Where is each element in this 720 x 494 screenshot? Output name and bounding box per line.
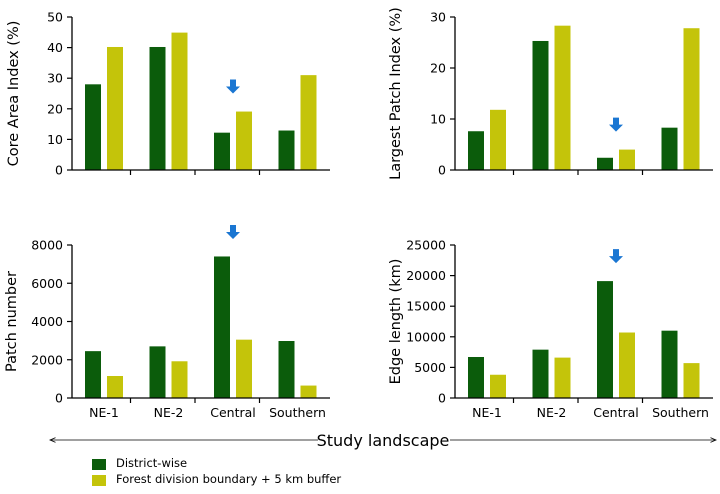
bar-central-district — [214, 256, 230, 398]
bar-central-district — [597, 281, 613, 398]
x-tick-label-southern: Southern — [652, 405, 709, 420]
y-tick-label: 0 — [55, 163, 63, 178]
y-axis-label: Largest Patch Index (%) — [388, 7, 404, 180]
bar-southern-district — [661, 127, 678, 170]
bar-central-buffer — [236, 339, 252, 398]
bar-ne-1-district — [85, 351, 101, 398]
y-tick-label: 20 — [430, 61, 446, 76]
study-landscape-label: Study landscape — [317, 431, 450, 450]
y-tick-label: 30 — [430, 10, 446, 25]
y-tick-label: 2000 — [31, 352, 63, 367]
y-tick-label: 30 — [47, 71, 63, 86]
bar-ne-1-district — [468, 131, 484, 170]
chart-panel-3: NE-1 NE-2 Central Southern 0 2000 4000 6000 8000… — [4, 225, 330, 420]
chart-panel-2: 0 10 20 30 Largest Patch Index (%) — [388, 7, 713, 180]
y-tick-label: 6000 — [31, 276, 63, 291]
legend-label-buffer: Forest division boundary + 5 km buffer — [116, 472, 342, 486]
y-axis-label: Patch number — [4, 271, 20, 372]
bar-central-buffer — [619, 332, 635, 398]
x-tick-label-ne-2: NE-2 — [537, 405, 567, 420]
y-tick-label: 20 — [47, 101, 63, 116]
bar-ne-2-buffer — [171, 32, 188, 170]
x-tick-label-central: Central — [210, 405, 256, 420]
bar-central-buffer — [619, 149, 635, 170]
bar-ne-1-buffer — [490, 109, 506, 170]
bar-ne-1-district — [85, 84, 101, 170]
bar-ne-1-district — [468, 356, 484, 398]
bar-ne-2-buffer — [554, 25, 571, 171]
y-tick-label: 50 — [47, 10, 63, 25]
y-tick-label: 25000 — [406, 238, 446, 253]
y-tick-label: 20000 — [406, 268, 446, 283]
y-tick-label: 0 — [55, 391, 63, 406]
bar-central-buffer — [236, 111, 252, 170]
x-tick-label-central: Central — [593, 405, 639, 420]
y-tick-label: 4000 — [31, 314, 63, 329]
bar-ne-2-buffer — [554, 357, 571, 398]
highlight-arrow-icon — [226, 225, 240, 239]
y-tick-label: 10 — [47, 132, 63, 147]
bar-central-district — [214, 132, 230, 170]
legend-label-district: District-wise — [116, 456, 188, 470]
bar-southern-buffer — [300, 75, 317, 170]
y-tick-label: 5000 — [414, 360, 446, 375]
bar-ne-2-district — [149, 46, 166, 170]
y-tick-label: 8000 — [31, 238, 63, 253]
y-tick-label: 10000 — [406, 329, 446, 344]
y-tick-label: 0 — [438, 391, 446, 406]
highlight-arrow-icon — [609, 249, 623, 264]
bar-ne-2-district — [532, 40, 549, 170]
bar-southern-district — [278, 130, 295, 170]
x-tick-label-ne-1: NE-1 — [89, 405, 119, 420]
highlight-arrow-icon — [609, 117, 623, 132]
bar-southern-district — [661, 330, 678, 398]
y-axis-label: Edge length (km) — [388, 259, 404, 385]
bar-southern-buffer — [300, 385, 317, 398]
bar-ne-2-district — [149, 346, 166, 398]
x-tick-label-ne-1: NE-1 — [472, 405, 502, 420]
y-tick-label: 40 — [47, 40, 63, 55]
y-tick-label: 15000 — [406, 299, 446, 314]
bar-ne-1-buffer — [490, 374, 506, 398]
bar-ne-2-buffer — [171, 361, 188, 398]
legend-swatch-buffer — [92, 475, 106, 486]
bar-central-district — [597, 157, 613, 170]
y-tick-label: 10 — [430, 112, 446, 127]
bar-southern-district — [278, 341, 295, 398]
bar-ne-1-buffer — [107, 376, 123, 398]
chart-panel-4: NE-1 NE-2 Central Southern 0 5000 10000 15000 20… — [388, 238, 713, 420]
x-tick-label-southern: Southern — [269, 405, 326, 420]
bar-ne-1-buffer — [107, 46, 123, 170]
bar-southern-buffer — [683, 28, 700, 170]
chart-panel-1: 0 10 20 30 40 50 Core Area Index (%) — [6, 10, 330, 178]
x-tick-label-ne-2: NE-2 — [154, 405, 184, 420]
bar-southern-buffer — [683, 363, 700, 398]
y-axis-label: Core Area Index (%) — [6, 21, 22, 167]
bar-ne-2-district — [532, 349, 549, 398]
highlight-arrow-icon — [226, 79, 240, 94]
legend-swatch-district — [92, 459, 106, 470]
y-tick-label: 0 — [438, 163, 446, 178]
